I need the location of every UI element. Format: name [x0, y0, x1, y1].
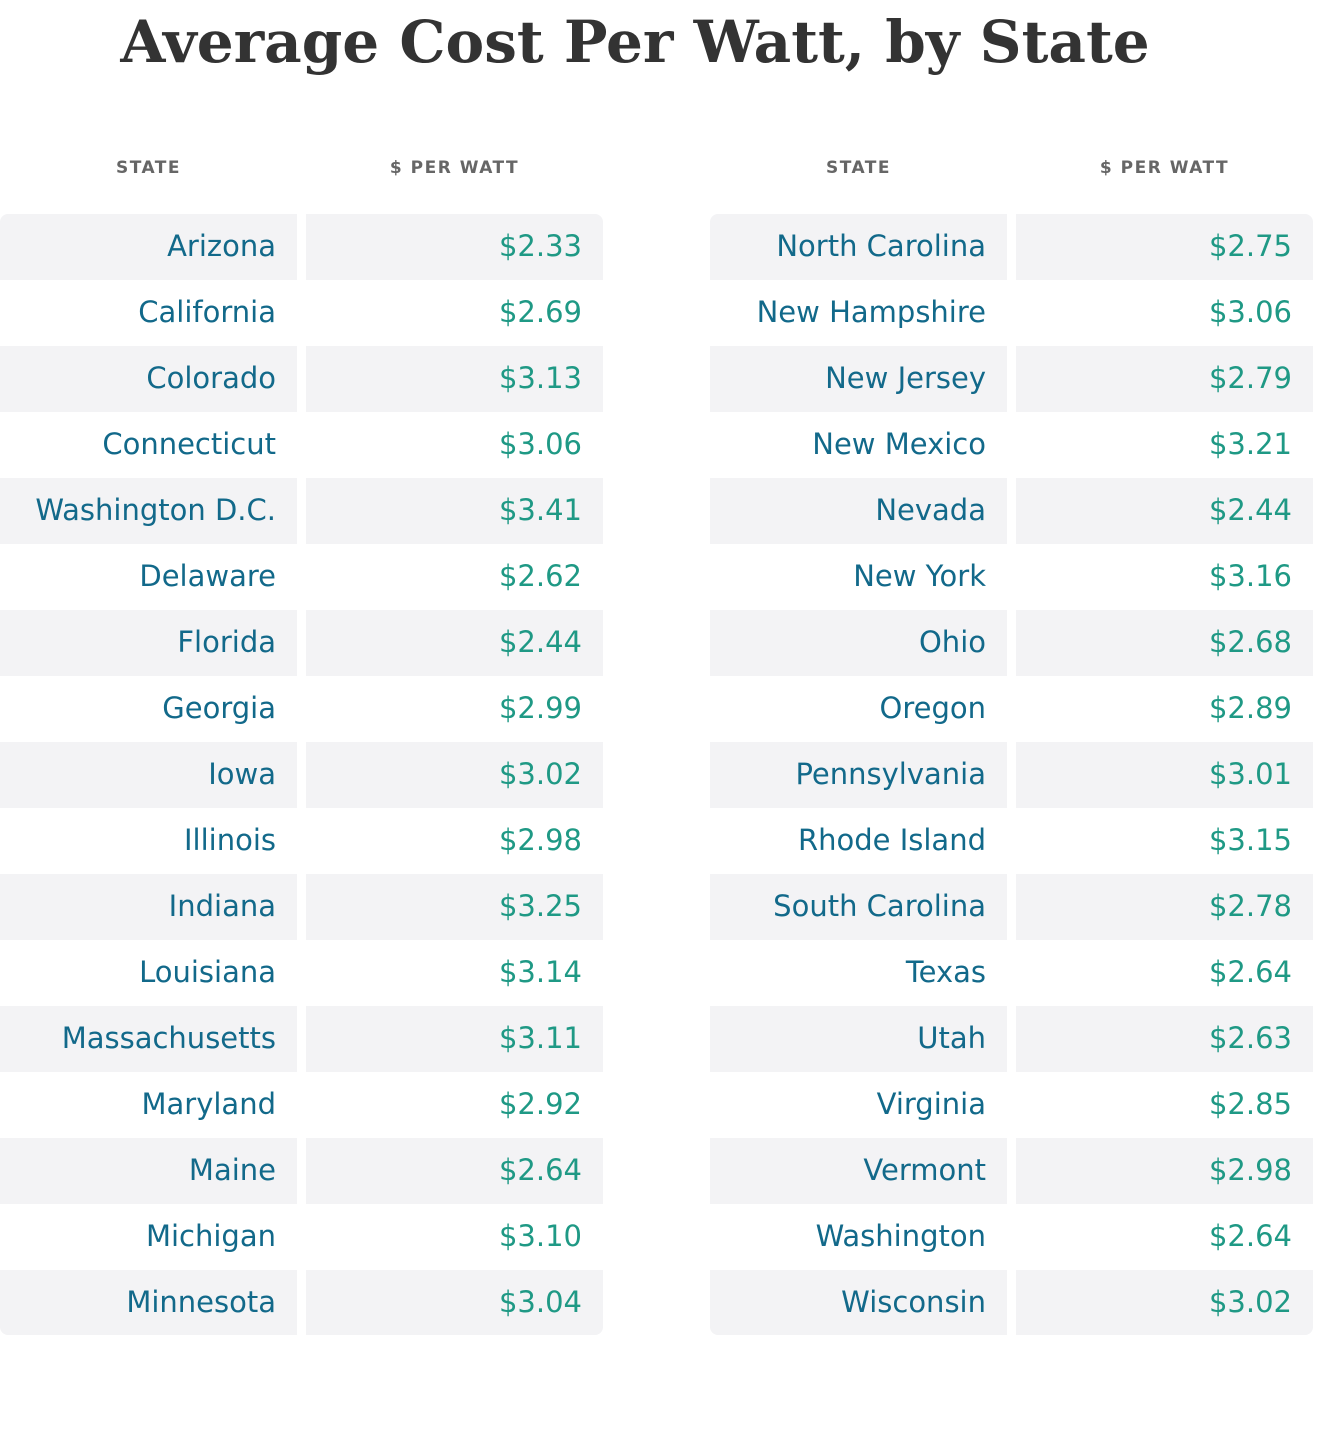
- state-cell: Maryland: [141, 1087, 277, 1121]
- price-cell: $3.02: [1016, 1270, 1313, 1335]
- state-cell: Connecticut: [102, 427, 276, 461]
- state-cell: New Mexico: [812, 427, 986, 461]
- state-cell: Washington: [815, 1219, 986, 1253]
- state-cell: Maine: [0, 1138, 297, 1204]
- price-cell: $2.44: [1016, 478, 1313, 544]
- state-cell: Arizona: [0, 214, 297, 280]
- state-cell: Colorado: [0, 346, 297, 412]
- price-cell: $3.14: [498, 955, 582, 989]
- price-cell: $2.63: [1016, 1006, 1313, 1072]
- price-cell: $2.99: [498, 691, 582, 725]
- price-cell: $2.79: [1016, 346, 1313, 412]
- state-cell: Massachusetts: [0, 1006, 297, 1072]
- state-cell: Vermont: [710, 1138, 1007, 1204]
- state-cell: California: [138, 295, 276, 329]
- price-cell: $3.01: [1016, 742, 1313, 808]
- state-cell: New York: [853, 559, 986, 593]
- price-cell: $2.44: [306, 610, 603, 676]
- price-cell: $3.21: [1208, 427, 1292, 461]
- title: Average Cost Per Watt, by State: [120, 8, 1150, 76]
- state-cell: Indiana: [0, 874, 297, 940]
- state-cell: Iowa: [0, 742, 297, 808]
- column-header: $ PER WATT: [1099, 158, 1230, 178]
- price-cell: $3.11: [306, 1006, 603, 1072]
- state-cell: Oregon: [879, 691, 986, 725]
- state-cell: New Jersey: [710, 346, 1007, 412]
- price-cell: $3.25: [306, 874, 603, 940]
- price-cell: $2.69: [498, 295, 582, 329]
- state-cell: New Hampshire: [756, 295, 986, 329]
- state-cell: Ohio: [710, 610, 1007, 676]
- state-cell: Delaware: [139, 559, 276, 593]
- price-cell: $3.15: [1208, 823, 1292, 857]
- price-cell: $2.85: [1208, 1087, 1292, 1121]
- price-cell: $2.68: [1016, 610, 1313, 676]
- state-cell: Florida: [0, 610, 297, 676]
- state-cell: Nevada: [710, 478, 1007, 544]
- price-cell: $2.64: [1208, 955, 1292, 989]
- column-header: STATE: [115, 158, 182, 178]
- state-cell: Georgia: [162, 691, 276, 725]
- state-cell: Illinois: [183, 823, 276, 857]
- state-cell: Washington D.C.: [0, 478, 297, 544]
- state-cell: Rhode Island: [797, 823, 986, 857]
- state-cell: Minnesota: [0, 1270, 297, 1335]
- price-cell: $3.16: [1208, 559, 1292, 593]
- price-cell: $2.33: [306, 214, 603, 280]
- price-cell: $2.89: [1208, 691, 1292, 725]
- price-cell: $3.10: [498, 1219, 582, 1253]
- price-cell: $2.64: [306, 1138, 603, 1204]
- state-cell: Michigan: [145, 1219, 276, 1253]
- state-cell: Utah: [710, 1006, 1007, 1072]
- state-cell: Pennsylvania: [710, 742, 1007, 808]
- state-cell: South Carolina: [710, 874, 1007, 940]
- price-cell: $2.92: [498, 1087, 582, 1121]
- column-header: STATE: [825, 158, 892, 178]
- price-cell: $2.64: [1208, 1219, 1292, 1253]
- price-cell: $2.62: [498, 559, 582, 593]
- state-cell: Louisiana: [139, 955, 276, 989]
- price-cell: $3.06: [1208, 295, 1292, 329]
- state-cell: North Carolina: [710, 214, 1007, 280]
- price-cell: $3.06: [498, 427, 582, 461]
- price-cell: $3.04: [306, 1270, 603, 1335]
- price-cell: $2.75: [1016, 214, 1313, 280]
- price-cell: $3.13: [306, 346, 603, 412]
- state-cell: Wisconsin: [710, 1270, 1007, 1335]
- state-cell: Texas: [905, 955, 986, 989]
- price-cell: $2.98: [1016, 1138, 1313, 1204]
- state-cell: Virginia: [876, 1087, 986, 1121]
- price-cell: $3.41: [306, 478, 603, 544]
- column-header: $ PER WATT: [389, 158, 520, 178]
- price-cell: $2.98: [498, 823, 582, 857]
- price-cell: $2.78: [1016, 874, 1313, 940]
- price-cell: $3.02: [306, 742, 603, 808]
